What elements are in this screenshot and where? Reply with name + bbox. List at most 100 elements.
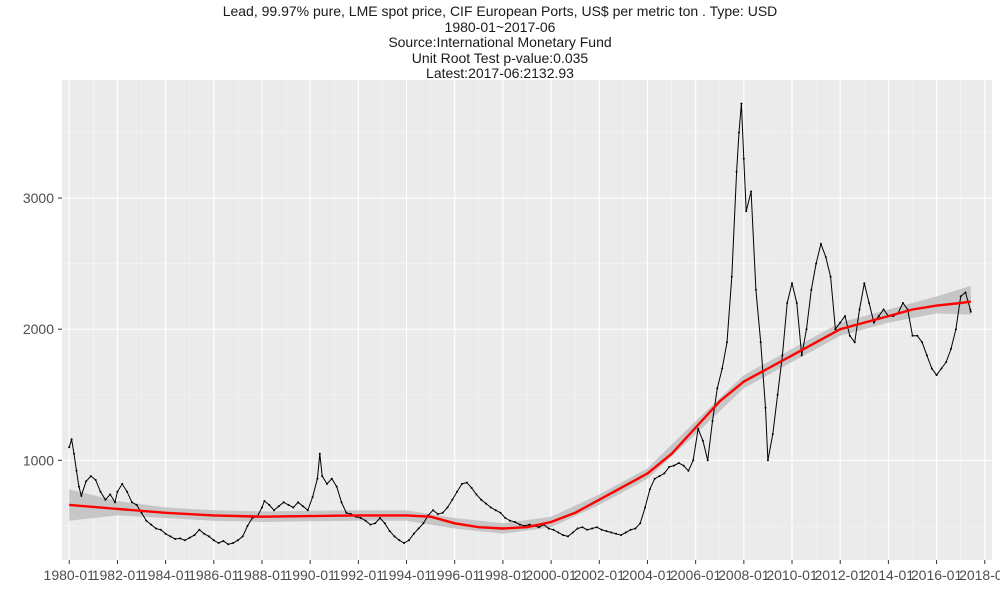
price-point: [673, 464, 675, 467]
price-point: [359, 517, 362, 519]
price-point: [776, 393, 779, 396]
price-point: [781, 354, 784, 357]
price-point: [140, 511, 143, 514]
price-point: [232, 542, 235, 544]
price-point: [721, 367, 724, 370]
y-tick-label: 3000: [23, 190, 54, 206]
price-point: [345, 511, 348, 514]
price-point: [514, 521, 516, 523]
price-point: [663, 472, 666, 475]
price-point: [188, 536, 191, 539]
price-point: [509, 519, 512, 522]
price-point: [682, 464, 685, 467]
price-point: [538, 526, 540, 529]
price-point: [668, 465, 671, 468]
y-tick-label: 1000: [23, 452, 54, 468]
price-point: [844, 315, 846, 318]
price-point: [150, 523, 153, 526]
price-point: [791, 282, 793, 285]
price-point: [759, 341, 762, 344]
price-point: [301, 505, 304, 508]
price-point: [208, 535, 210, 538]
price-point: [795, 302, 798, 304]
price-point: [422, 522, 425, 525]
price-point: [292, 506, 295, 509]
x-tick-label: 2012-01: [815, 567, 867, 583]
x-tick-label: 2002-01: [574, 567, 626, 583]
price-point: [198, 528, 201, 531]
price-point: [954, 328, 957, 331]
price-point: [615, 532, 618, 535]
x-axis-tick-labels: 1980-011982-011984-011986-011988-011990-…: [44, 567, 1000, 583]
price-point: [70, 438, 73, 441]
price-point: [311, 496, 314, 498]
price-point: [581, 526, 584, 529]
chart-title-block: Lead, 99.97% pure, LME spot price, CIF E…: [0, 3, 1000, 82]
x-tick-label: 1992-01: [333, 567, 385, 583]
price-point: [183, 539, 186, 542]
chart-unit-root-test: Unit Root Test p-value:0.035: [411, 49, 589, 66]
price-point: [446, 506, 449, 509]
price-point: [848, 334, 851, 337]
price-point: [711, 420, 714, 422]
price-point: [417, 527, 420, 530]
price-point: [916, 334, 919, 337]
price-point: [130, 501, 133, 504]
price-point: [624, 531, 627, 534]
price-point: [745, 210, 748, 213]
price-point: [164, 532, 167, 535]
price-point: [648, 488, 651, 491]
x-tick-label: 1996-01: [429, 567, 481, 583]
price-point: [634, 527, 637, 530]
price-point: [75, 469, 78, 472]
price-point: [716, 387, 719, 390]
price-point: [547, 527, 550, 530]
price-point: [800, 354, 803, 357]
price-point: [169, 535, 172, 538]
price-point: [494, 509, 497, 512]
price-point: [135, 503, 138, 506]
price-point: [839, 321, 842, 324]
x-tick-label: 1986-01: [188, 567, 240, 583]
price-point: [591, 527, 594, 530]
x-tick-label: 1980-01: [44, 567, 96, 583]
price-point: [605, 530, 608, 533]
price-point: [518, 523, 521, 526]
price-point: [940, 367, 943, 370]
price-point: [480, 498, 483, 501]
price-point: [658, 475, 661, 478]
price-point: [217, 542, 220, 544]
price-point: [407, 539, 410, 542]
price-point: [740, 102, 743, 105]
smooth-trend-line: [69, 300, 971, 530]
price-point: [969, 308, 972, 311]
price-point: [639, 522, 642, 525]
confidence-band-layer: [69, 285, 971, 534]
price-point: [379, 517, 381, 519]
price-point: [853, 341, 856, 344]
price-point: [203, 532, 206, 535]
price-point: [374, 522, 377, 525]
price-point: [528, 523, 531, 526]
chart-subtitle: 1980-01~2017-06: [444, 18, 556, 35]
price-point: [121, 482, 124, 485]
price-series-line: [68, 103, 972, 545]
price-point: [364, 519, 367, 522]
price-point: [126, 490, 129, 493]
price-point: [882, 308, 885, 311]
price-point: [567, 535, 569, 538]
price-point: [318, 452, 321, 455]
y-axis-tick-labels: 1000 2000 3000: [23, 190, 54, 468]
price-point: [730, 275, 733, 278]
price-point: [369, 523, 372, 526]
price-point: [552, 528, 555, 531]
price-point: [750, 190, 753, 193]
price-point: [330, 477, 333, 480]
price-point: [610, 531, 613, 534]
minor-gridlines: [62, 80, 992, 560]
price-point: [470, 486, 473, 489]
price-point: [282, 501, 285, 504]
x-tick-label: 1994-01: [381, 567, 433, 583]
price-point: [465, 481, 468, 484]
